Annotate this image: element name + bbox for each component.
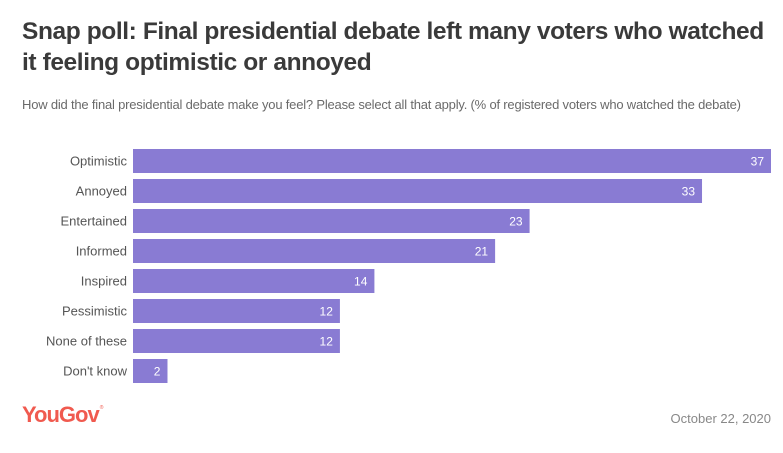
value-label: 12	[320, 305, 334, 319]
bar	[133, 239, 496, 263]
value-label: 14	[354, 275, 368, 289]
category-label: Don't know	[63, 364, 128, 379]
value-label: 23	[509, 215, 523, 229]
value-label: 37	[751, 155, 765, 169]
chart-subtitle: How did the final presidential debate ma…	[22, 97, 741, 112]
category-label: Entertained	[61, 214, 128, 229]
value-label: 2	[154, 365, 161, 379]
chart-title: Snap poll: Final presidential debate lef…	[22, 18, 764, 76]
value-label: 33	[682, 185, 696, 199]
category-label: None of these	[46, 334, 127, 349]
registered-mark: ®	[99, 405, 104, 411]
category-label: Optimistic	[70, 154, 128, 169]
bar-chart: Optimistic 37 Annoyed 33 Entertained 23 Inform…	[46, 149, 771, 383]
bar	[133, 359, 168, 383]
bar	[133, 329, 340, 353]
category-label: Pessimistic	[62, 304, 128, 319]
category-label: Informed	[76, 244, 127, 259]
publish-date: October 22, 2020	[670, 411, 771, 426]
bar	[133, 209, 530, 233]
category-label: Annoyed	[76, 184, 127, 199]
category-label: Inspired	[81, 274, 127, 289]
bar	[133, 179, 703, 203]
bar	[133, 299, 340, 323]
value-label: 21	[475, 245, 489, 259]
bar	[133, 149, 771, 173]
yougov-logo: YouGov®	[22, 402, 104, 428]
value-label: 12	[320, 335, 334, 349]
bar	[133, 269, 375, 293]
brand-name: YouGov	[22, 402, 100, 427]
